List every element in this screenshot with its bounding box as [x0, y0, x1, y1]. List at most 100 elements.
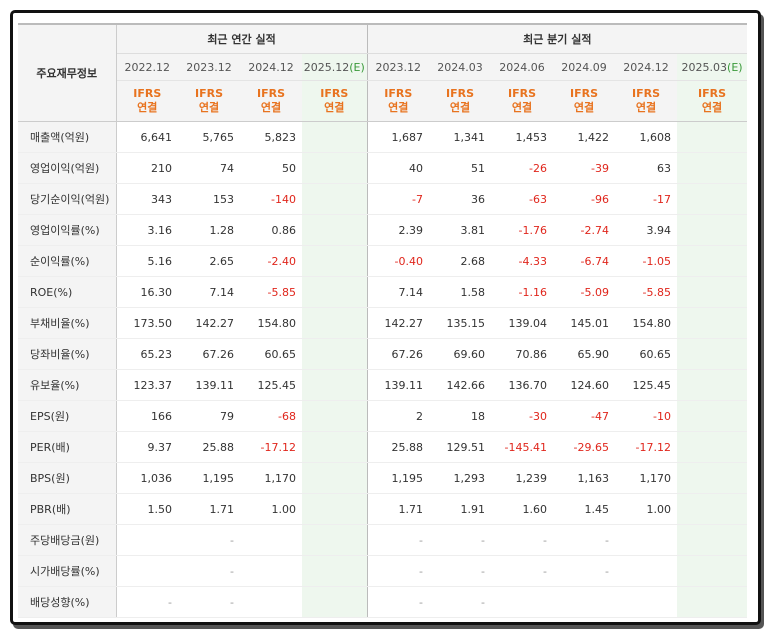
- table-cell: 1,195: [366, 462, 430, 494]
- table-cell: -0.40: [366, 245, 430, 277]
- table-cell: 25.88: [178, 431, 240, 463]
- table-cell: 5,765: [178, 121, 240, 153]
- column-date-header[interactable]: 2022.12: [116, 53, 178, 81]
- table-row: 시가배당률(%) - - - - -: [18, 555, 748, 587]
- ifrs-basis-label: IFRS 연결: [553, 80, 616, 122]
- table-cell: -: [366, 555, 430, 587]
- table-row: 유보율(%) 123.37 139.11 125.45 139.11 142.66 136.…: [18, 369, 748, 401]
- row-label[interactable]: ROE(%): [18, 276, 117, 308]
- row-label[interactable]: PER(배): [18, 431, 117, 463]
- table-cell: 125.45: [240, 369, 302, 401]
- table-cell: -17.12: [240, 431, 302, 463]
- column-date-header[interactable]: 2024.03: [429, 53, 492, 81]
- table-cell: 67.26: [178, 338, 240, 370]
- estimate-marker: (E): [349, 60, 365, 74]
- column-date-header[interactable]: 2023.12: [178, 53, 240, 81]
- table-cell: 1,687: [366, 121, 430, 153]
- table-cell: 7.14: [366, 276, 430, 308]
- table-cell: 124.60: [553, 369, 616, 401]
- ifrs-text: IFRS: [508, 87, 537, 100]
- column-date-header[interactable]: 2023.12: [366, 53, 430, 81]
- table-row: 배당성향(%) - - - -: [18, 586, 748, 618]
- row-label[interactable]: 당좌비율(%): [18, 338, 117, 370]
- row-label[interactable]: EPS(원): [18, 400, 117, 432]
- row-label[interactable]: BPS(원): [18, 462, 117, 494]
- table-row: 영업이익률(%) 3.16 1.28 0.86 2.39 3.81 -1.76 -2.74 3.…: [18, 214, 748, 246]
- ifrs-text: IFRS: [257, 87, 285, 100]
- column-date-text: 2023.12: [375, 60, 422, 74]
- row-label[interactable]: 영업이익(억원): [18, 152, 117, 184]
- table-cell: -: [366, 524, 430, 556]
- table-cell: [677, 214, 748, 246]
- row-label[interactable]: 영업이익률(%): [18, 214, 117, 246]
- table-cell: -: [178, 555, 240, 587]
- row-label[interactable]: 부채비율(%): [18, 307, 117, 339]
- table-cell: -17.12: [615, 431, 678, 463]
- table-cell: [677, 245, 748, 277]
- column-date-header[interactable]: 2024.12: [240, 53, 302, 81]
- table-cell: 1,608: [615, 121, 678, 153]
- row-label[interactable]: 유보율(%): [18, 369, 117, 401]
- consolidated-text: 연결: [573, 101, 595, 114]
- table-cell: [302, 245, 368, 277]
- column-date-header[interactable]: 2025.03(E): [677, 53, 748, 81]
- table-cell: 1.45: [553, 493, 616, 525]
- table-cell: [302, 276, 368, 308]
- table-cell: [677, 307, 748, 339]
- ifrs-text: IFRS: [195, 87, 223, 100]
- column-date-text: 2024.09: [561, 60, 607, 74]
- table-cell: 142.66: [429, 369, 492, 401]
- column-date-header[interactable]: 2024.06: [491, 53, 554, 81]
- table-cell: [302, 307, 368, 339]
- table-cell: -47: [553, 400, 616, 432]
- table-cell: 125.45: [615, 369, 678, 401]
- table-cell: 6,641: [116, 121, 178, 153]
- row-label[interactable]: 매출액(억원): [18, 121, 117, 153]
- table-cell: [302, 183, 368, 215]
- consolidated-text: 연결: [260, 101, 282, 114]
- table-cell: -: [429, 524, 492, 556]
- table-cell: [302, 338, 368, 370]
- table-cell: 1,195: [178, 462, 240, 494]
- table-cell: -: [429, 586, 492, 618]
- table-cell: 1.60: [491, 493, 554, 525]
- ifrs-basis-label: IFRS 연결: [366, 80, 430, 122]
- table-cell: 154.80: [240, 307, 302, 339]
- table-row: EPS(원) 166 79 -68 2 18 -30 -47 -10: [18, 400, 748, 432]
- table-cell: [302, 400, 368, 432]
- financial-summary-panel: 주요재무정보 최근 연간 실적 최근 분기 실적 2022.12 2023.12 2…: [10, 10, 761, 625]
- row-label[interactable]: 주당배당금(원): [18, 524, 117, 556]
- table-cell: 136.70: [491, 369, 554, 401]
- table-cell: [677, 400, 748, 432]
- table-cell: 3.94: [615, 214, 678, 246]
- table-cell: -26: [491, 152, 554, 184]
- row-label[interactable]: 순이익률(%): [18, 245, 117, 277]
- table-cell: -96: [553, 183, 616, 215]
- column-date-text: 2024.12: [623, 60, 669, 74]
- table-cell: 1.50: [116, 493, 178, 525]
- table-cell: 50: [240, 152, 302, 184]
- row-label[interactable]: 당기순이익(억원): [18, 183, 117, 215]
- ifrs-basis-label: IFRS 연결: [240, 80, 302, 122]
- column-date-header[interactable]: 2024.09: [553, 53, 616, 81]
- row-label[interactable]: 시가배당률(%): [18, 555, 117, 587]
- column-date-header[interactable]: 2024.12: [615, 53, 678, 81]
- table-row: BPS(원) 1,036 1,195 1,170 1,195 1,293 1,239 1,16…: [18, 462, 748, 494]
- table-cell: [677, 369, 748, 401]
- table-cell: 173.50: [116, 307, 178, 339]
- row-label[interactable]: PBR(배): [18, 493, 117, 525]
- table-row: 부채비율(%) 173.50 142.27 154.80 142.27 135.15 139…: [18, 307, 748, 339]
- table-cell: -: [429, 555, 492, 587]
- table-cell: -7: [366, 183, 430, 215]
- estimate-marker: (E): [727, 60, 743, 74]
- table-cell: -1.05: [615, 245, 678, 277]
- table-cell: 51: [429, 152, 492, 184]
- table-cell: 3.16: [116, 214, 178, 246]
- table-cell: -29.65: [553, 431, 616, 463]
- ifrs-basis-label: IFRS 연결: [302, 80, 368, 122]
- column-date-text: 2024.06: [499, 60, 545, 74]
- row-label[interactable]: 배당성향(%): [18, 586, 117, 618]
- column-date-header[interactable]: 2025.12(E): [302, 53, 368, 81]
- table-cell: -39: [553, 152, 616, 184]
- consolidated-text: 연결: [635, 101, 657, 114]
